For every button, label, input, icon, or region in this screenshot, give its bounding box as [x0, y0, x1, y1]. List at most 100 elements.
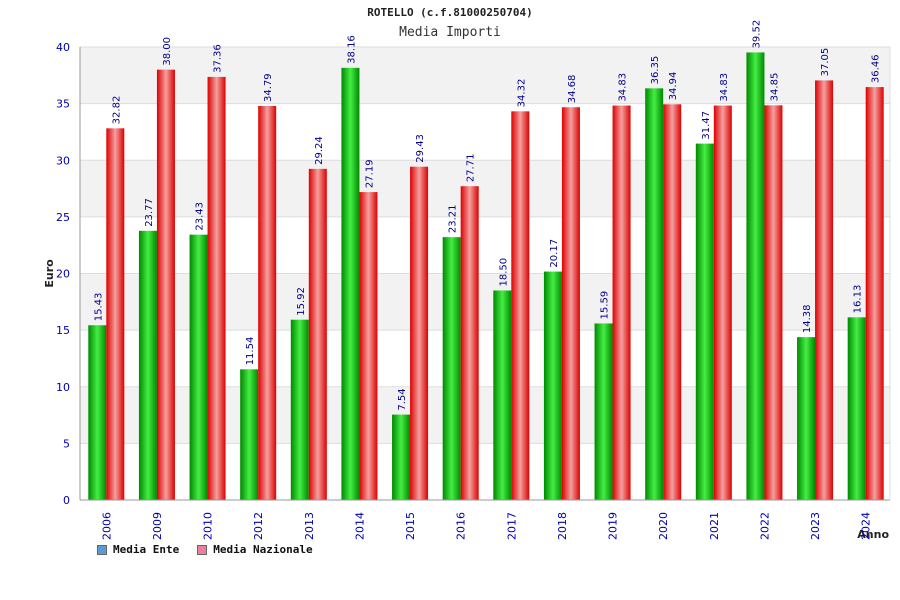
- legend-swatch-media-nazionale: [197, 544, 208, 555]
- data-label: 34.94: [668, 72, 679, 101]
- bar-media-nazionale: [713, 105, 732, 501]
- data-label: 38.00: [162, 37, 173, 66]
- legend-label-media-nazionale: Media Nazionale: [213, 543, 313, 556]
- bar-media-nazionale: [865, 87, 884, 500]
- x-tick-label: 2015: [404, 512, 417, 540]
- y-tick-label: 5: [63, 437, 70, 450]
- data-label: 27.19: [364, 159, 375, 188]
- bar-media-nazionale: [460, 186, 479, 500]
- y-axis-label: Euro: [43, 259, 56, 288]
- data-label: 15.59: [600, 291, 611, 320]
- data-label: 37.05: [820, 48, 831, 77]
- x-tick-label: 2006: [100, 512, 113, 540]
- data-label: 16.13: [853, 285, 864, 314]
- bar-media-nazionale: [410, 166, 429, 500]
- x-tick-label: 2016: [455, 512, 468, 540]
- bar-media-ente: [797, 337, 816, 500]
- x-tick-label: 2013: [303, 512, 316, 540]
- bar-media-ente: [594, 323, 613, 500]
- data-label: 23.77: [144, 198, 155, 227]
- bar-media-nazionale: [156, 69, 175, 501]
- data-label: 23.21: [448, 205, 459, 234]
- legend-swatch-media-ente: [97, 544, 107, 555]
- bar-media-nazionale: [561, 107, 580, 501]
- data-label: 34.79: [263, 73, 274, 102]
- data-label: 34.68: [567, 75, 578, 104]
- data-label: 36.46: [871, 54, 882, 83]
- bar-media-ente: [290, 319, 309, 500]
- y-tick-label: 40: [56, 41, 70, 54]
- bar-media-nazionale: [308, 168, 327, 500]
- legend-label-media-ente: Media Ente: [113, 543, 180, 556]
- bar-media-nazionale: [106, 128, 125, 500]
- bar-media-nazionale: [511, 111, 530, 501]
- x-tick-label: 2014: [353, 512, 366, 540]
- data-label: 29.43: [415, 134, 426, 163]
- bar-media-nazionale: [359, 192, 378, 501]
- x-tick-label: 2024: [860, 512, 873, 540]
- x-tick-label: 2012: [252, 512, 265, 540]
- data-label: 38.16: [346, 35, 357, 64]
- y-tick-label: 10: [56, 381, 70, 394]
- x-tick-label: 2023: [809, 512, 822, 540]
- bar-media-ente: [746, 52, 765, 500]
- bar-media-ente: [847, 317, 866, 500]
- x-tick-label: 2018: [556, 512, 569, 540]
- legend: Media Ente Media Nazionale: [97, 543, 313, 556]
- bar-media-nazionale: [663, 104, 682, 500]
- bar-media-nazionale: [764, 105, 783, 500]
- bar-media-ente: [240, 369, 259, 500]
- bar-media-nazionale: [612, 105, 631, 501]
- x-tick-label: 2019: [607, 512, 620, 540]
- y-tick-label: 35: [56, 98, 70, 111]
- x-tick-label: 2020: [657, 512, 670, 540]
- data-label: 14.38: [802, 305, 813, 334]
- bar-media-ente: [189, 234, 208, 500]
- data-label: 11.54: [245, 337, 256, 366]
- legend-item-media-ente: Media Ente: [97, 543, 179, 556]
- data-label: 34.83: [618, 73, 629, 102]
- bar-media-ente: [138, 230, 157, 500]
- x-axis-label: Anno: [857, 528, 889, 541]
- bar-media-ente: [493, 290, 512, 500]
- data-label: 34.32: [516, 79, 527, 108]
- data-label: 15.92: [296, 287, 307, 316]
- bar-media-ente: [645, 88, 664, 501]
- chart-subtitle: Media Importi: [399, 25, 501, 40]
- data-label: 20.17: [549, 239, 560, 268]
- bar-media-ente: [695, 143, 714, 501]
- x-tick-label: 2022: [758, 512, 771, 540]
- data-label: 39.52: [751, 20, 762, 49]
- y-tick-label: 0: [63, 494, 70, 507]
- bar-media-nazionale: [815, 80, 834, 500]
- y-tick-label: 25: [56, 211, 70, 224]
- y-tick-label: 15: [56, 324, 70, 337]
- data-label: 32.82: [111, 96, 122, 125]
- bar-media-nazionale: [258, 106, 277, 501]
- data-label: 7.54: [397, 388, 408, 410]
- data-label: 34.85: [769, 73, 780, 102]
- bar-media-ente: [341, 67, 360, 500]
- x-tick-label: 2017: [505, 512, 518, 540]
- data-label: 15.43: [93, 293, 104, 322]
- data-label: 29.24: [314, 136, 325, 165]
- bar-media-ente: [543, 271, 562, 500]
- data-label: 23.43: [195, 202, 206, 231]
- x-tick-label: 2009: [151, 512, 164, 540]
- data-label: 31.47: [701, 111, 712, 140]
- legend-item-media-nazionale: Media Nazionale: [197, 543, 313, 556]
- data-label: 18.50: [498, 258, 509, 287]
- bar-media-nazionale: [207, 76, 226, 500]
- data-label: 37.36: [213, 44, 224, 73]
- bar-media-ente: [88, 325, 107, 500]
- chart-title: ROTELLO (c.f.81000250704): [367, 6, 533, 19]
- x-tick-label: 2021: [708, 512, 721, 540]
- y-tick-label: 30: [56, 154, 70, 167]
- bar-media-ente: [392, 414, 411, 500]
- data-label: 36.35: [650, 56, 661, 85]
- data-label: 34.83: [719, 73, 730, 102]
- data-label: 27.71: [466, 154, 477, 183]
- bar-media-ente: [442, 237, 461, 501]
